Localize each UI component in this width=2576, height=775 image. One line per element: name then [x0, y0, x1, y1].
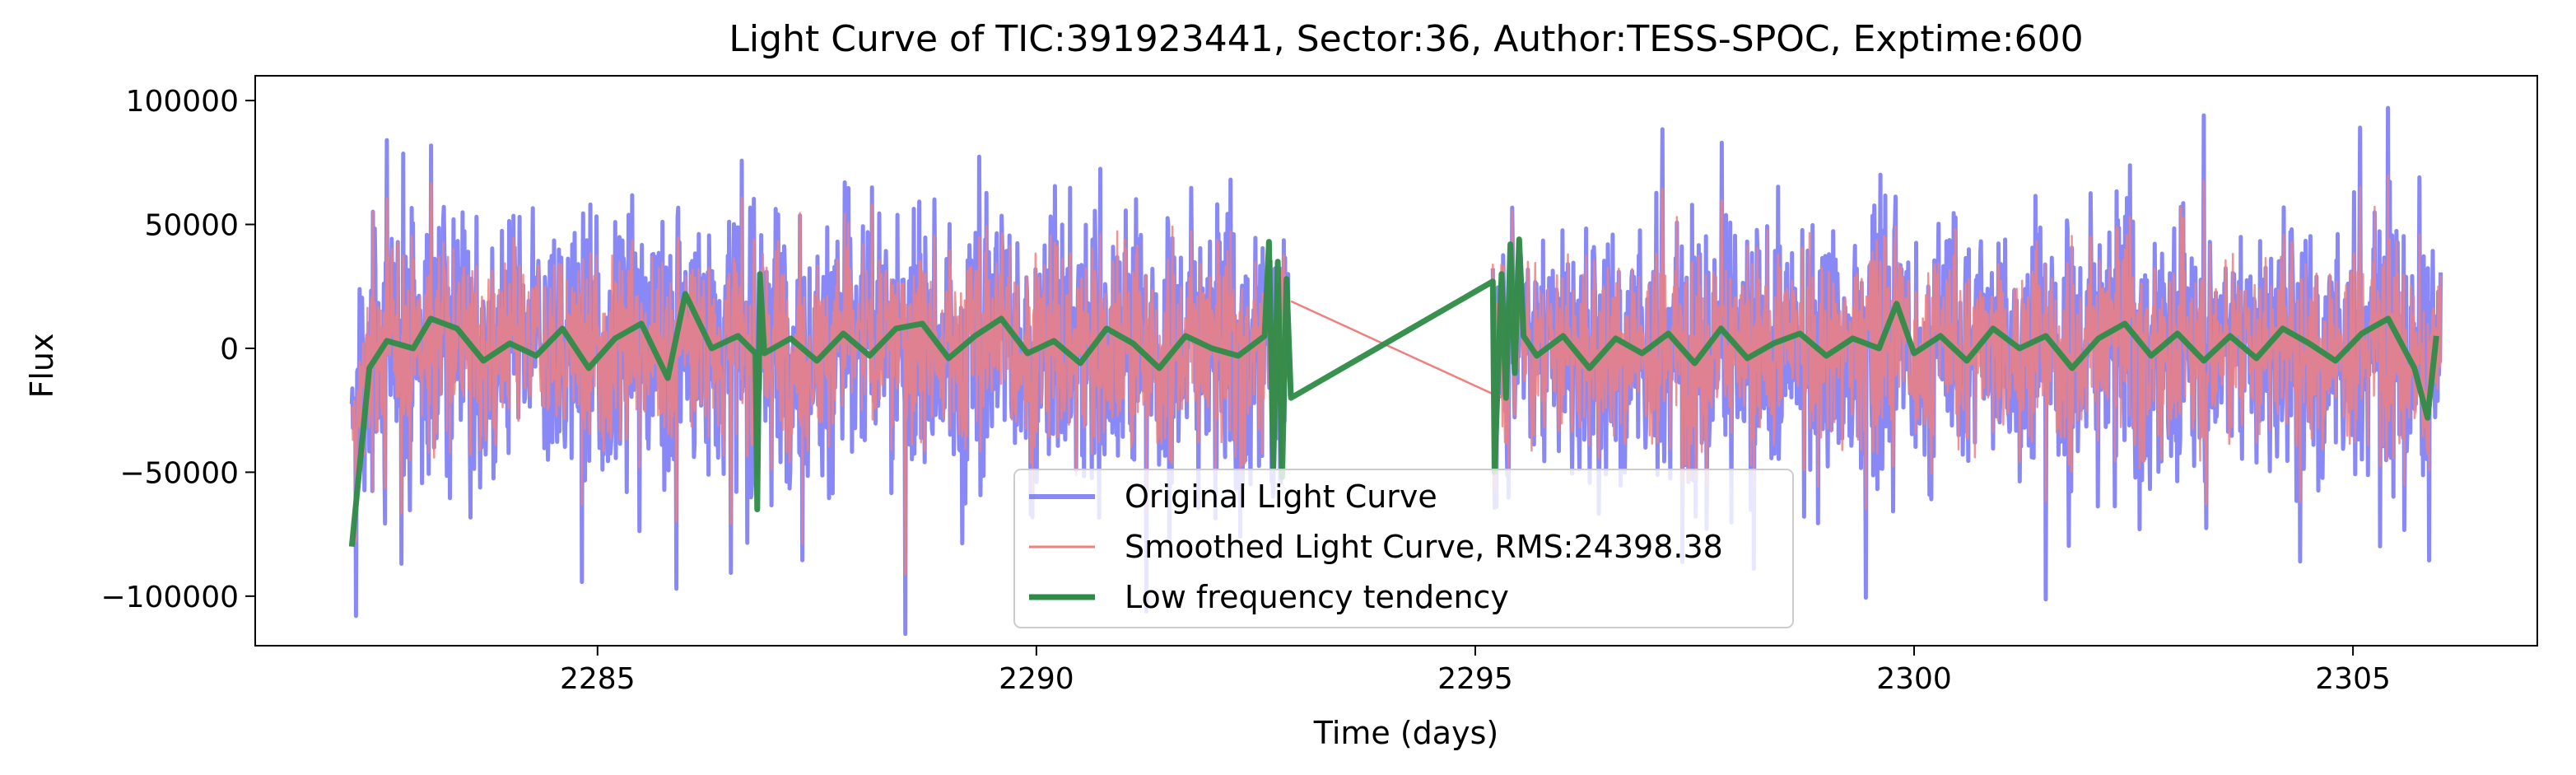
- legend-label-original: Original Light Curve: [1125, 479, 1437, 515]
- series-smoothed-gap-line: [1290, 300, 1502, 399]
- x-axis: 2285 2290 2295 2300 2305: [560, 646, 2391, 696]
- x-tick-label: 2305: [2315, 662, 2391, 696]
- series-smoothed-segment-1: [1492, 174, 2442, 511]
- x-tick-label: 2300: [1876, 662, 1952, 696]
- x-tick-label: 2295: [1437, 662, 1513, 696]
- x-axis-label: Time (days): [1313, 715, 1498, 751]
- x-tick-label: 2290: [999, 662, 1074, 696]
- y-tick-label: 50000: [144, 209, 239, 243]
- series-smoothed-segment-0: [351, 181, 1292, 577]
- legend-label-smoothed: Smoothed Light Curve, RMS:24398.38: [1125, 529, 1723, 565]
- legend-label-tendency: Low frequency tendency: [1125, 579, 1509, 615]
- chart-title: Light Curve of TIC:391923441, Sector:36,…: [729, 18, 2083, 60]
- y-axis-label: Flux: [24, 334, 60, 399]
- y-tick-label: −100000: [100, 581, 239, 614]
- series-layer: [348, 105, 2443, 637]
- x-tick-label: 2285: [560, 662, 636, 696]
- y-tick-label: 0: [220, 333, 239, 366]
- legend-box: [1013, 469, 1794, 628]
- y-tick-label: −50000: [119, 456, 239, 490]
- plot-frame: [254, 75, 2538, 647]
- series-tendency-line: [348, 236, 2439, 548]
- y-axis: −100000 −50000 0 50000 100000: [100, 85, 255, 614]
- y-tick-label: 100000: [126, 85, 239, 119]
- legend: Original Light Curve Smoothed Light Curv…: [1013, 469, 1794, 628]
